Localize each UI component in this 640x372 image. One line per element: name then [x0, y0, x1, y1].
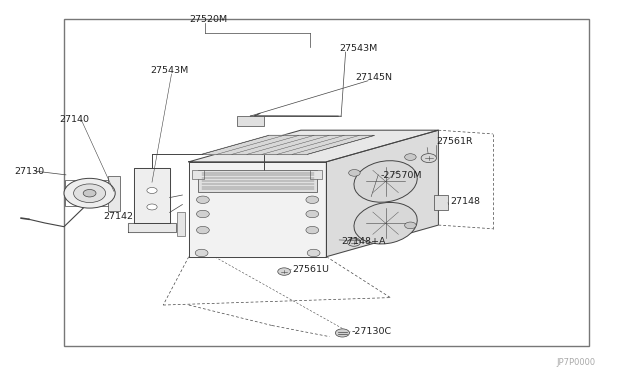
Circle shape: [196, 196, 209, 203]
Text: 27561R: 27561R: [436, 137, 473, 146]
Circle shape: [74, 184, 106, 202]
Polygon shape: [134, 169, 170, 224]
Circle shape: [278, 268, 291, 275]
Text: 27543M: 27543M: [339, 44, 378, 53]
Circle shape: [64, 178, 115, 208]
Text: 27561U: 27561U: [292, 265, 330, 274]
Circle shape: [196, 227, 209, 234]
Circle shape: [307, 249, 320, 257]
Bar: [64, 19, 589, 346]
Polygon shape: [189, 130, 438, 162]
Circle shape: [306, 196, 319, 203]
Bar: [434, 195, 448, 210]
Circle shape: [349, 238, 360, 244]
Text: -27130C: -27130C: [352, 327, 392, 336]
Bar: [192, 170, 204, 179]
Polygon shape: [128, 224, 176, 232]
Bar: [65, 180, 114, 206]
Text: 27140: 27140: [59, 115, 89, 124]
Text: 27145N: 27145N: [355, 73, 392, 82]
Circle shape: [83, 189, 96, 197]
Circle shape: [349, 170, 360, 176]
Circle shape: [404, 154, 416, 160]
Polygon shape: [326, 130, 438, 257]
Bar: [310, 170, 322, 179]
Text: -27570M: -27570M: [380, 171, 422, 180]
Text: 27142: 27142: [104, 212, 134, 221]
Polygon shape: [202, 135, 374, 154]
Text: 27130: 27130: [14, 167, 44, 176]
Circle shape: [348, 239, 360, 246]
Bar: [177, 212, 185, 236]
Circle shape: [306, 227, 319, 234]
Circle shape: [147, 204, 157, 210]
Ellipse shape: [354, 161, 417, 202]
Circle shape: [196, 210, 209, 218]
Text: 27148: 27148: [450, 197, 480, 206]
Circle shape: [306, 210, 319, 218]
Circle shape: [335, 329, 349, 337]
Circle shape: [404, 222, 416, 229]
Circle shape: [195, 249, 208, 257]
Circle shape: [147, 187, 157, 193]
Text: 27148+A: 27148+A: [341, 237, 386, 246]
Ellipse shape: [354, 202, 417, 244]
Text: 27543M: 27543M: [150, 66, 189, 75]
Text: JP7P0000: JP7P0000: [557, 357, 596, 366]
Bar: [198, 170, 317, 192]
Bar: [237, 116, 264, 126]
Text: 27520M: 27520M: [189, 15, 227, 24]
Circle shape: [421, 154, 436, 163]
Polygon shape: [189, 162, 326, 257]
Bar: [108, 176, 120, 211]
